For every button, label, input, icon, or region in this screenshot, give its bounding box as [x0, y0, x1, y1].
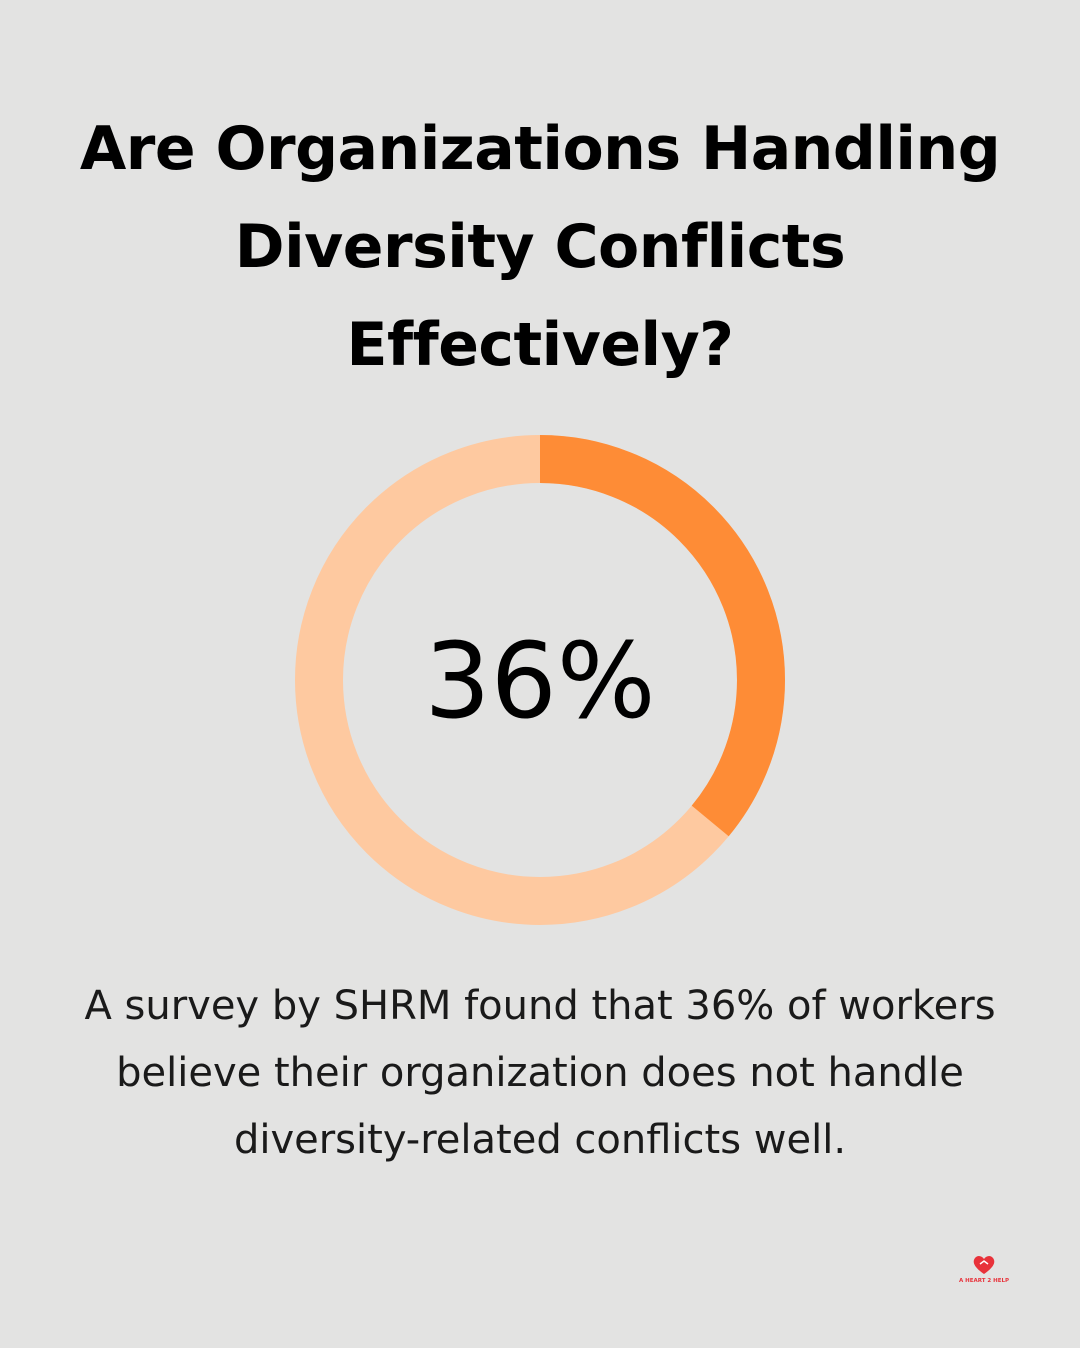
- title-line-3: Effectively?: [346, 310, 735, 380]
- donut-chart: 36%: [295, 435, 785, 925]
- donut-value-slice: [295, 435, 785, 925]
- hand-icon: [979, 1260, 989, 1265]
- logo-text: A HEART 2 HELP: [959, 1278, 1009, 1284]
- caption: A survey by SHRM found that 36% of worke…: [30, 973, 1050, 1174]
- page-title: Are Organizations Handling Diversity Con…: [20, 100, 1060, 394]
- caption-line-2: believe their organization does not hand…: [116, 1050, 964, 1096]
- donut-center-label: 36%: [424, 620, 655, 742]
- title-line-2: Diversity Conflicts: [234, 212, 846, 282]
- caption-line-1: A survey by SHRM found that 36% of worke…: [84, 983, 996, 1029]
- title-line-1: Are Organizations Handling: [79, 114, 1001, 184]
- heart-icon: [973, 1256, 995, 1274]
- caption-line-3: diversity-related conflicts well.: [233, 1117, 847, 1163]
- brand-logo: A HEART 2 HELP: [959, 1256, 1009, 1284]
